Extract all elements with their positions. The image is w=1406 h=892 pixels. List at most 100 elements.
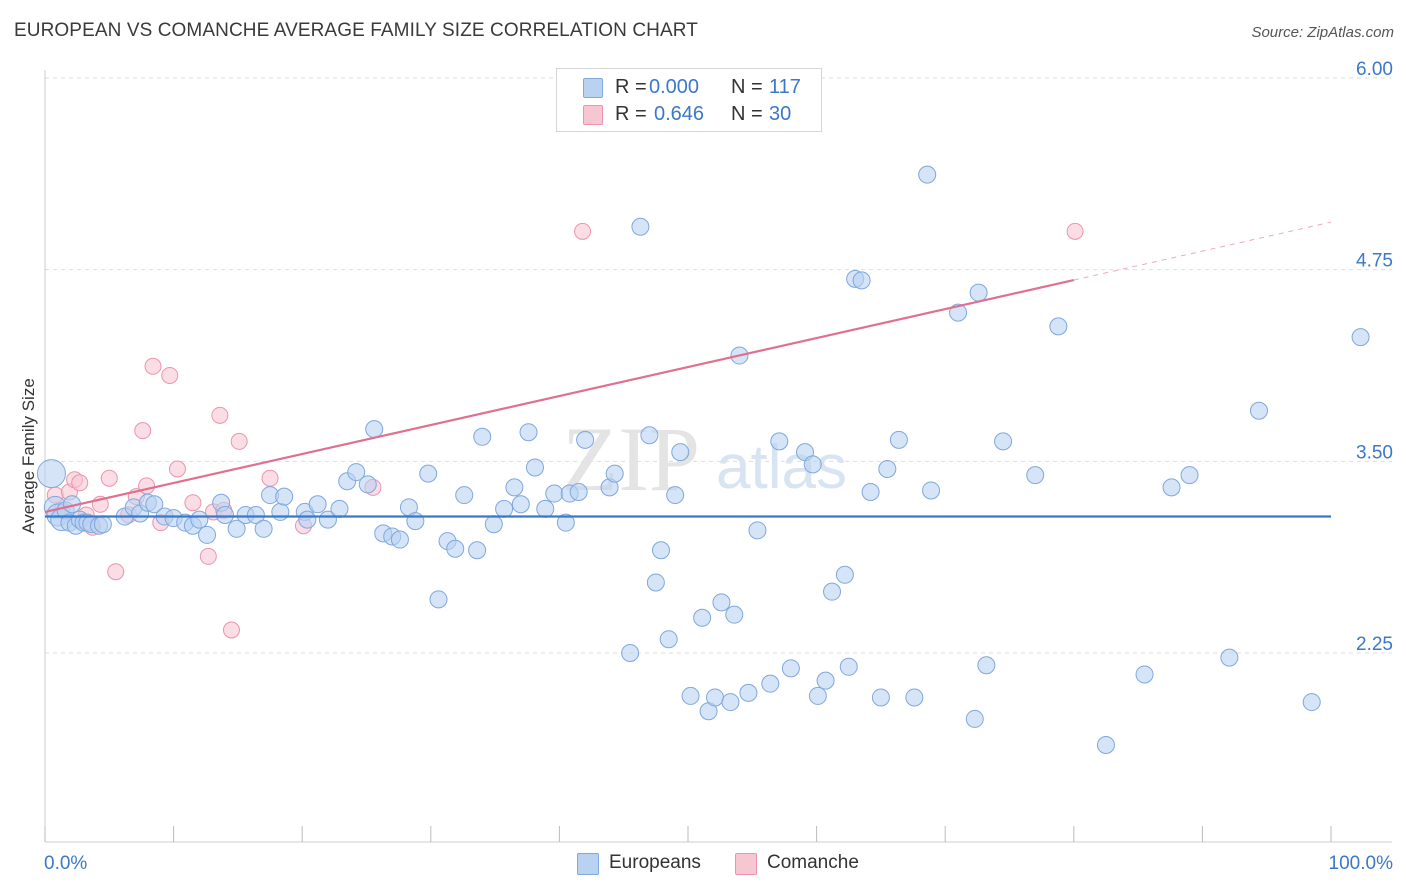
legend-row-comanche: R = 0.646 N = 30 [557,102,821,128]
comanche-legend-label: Comanche [767,852,859,873]
y-tick-label: 6.00 [1356,59,1393,80]
legend-n-label: N = [731,103,763,125]
europeans-point [770,432,789,451]
europeans-point [640,426,659,445]
europeans-point [721,693,740,712]
europeans-point [1220,648,1239,667]
europeans-point [605,464,624,483]
europeans-point [621,644,640,662]
comanche-point [211,406,229,424]
europeans-points [36,165,1370,754]
europeans-point [511,495,530,514]
europeans-legend-swatch [577,853,599,875]
europeans-point [198,525,217,544]
europeans-point [651,541,670,560]
europeans-point [419,464,438,483]
comanche-point [230,432,248,450]
europeans-point [878,460,897,478]
europeans-point [949,303,968,322]
europeans-point [569,483,588,501]
europeans-point [808,686,827,705]
comanche-point [107,563,125,581]
europeans-point [1162,478,1181,497]
europeans-point [852,271,871,290]
axes [44,70,1392,843]
europeans-point [1096,736,1115,754]
chart-title: EUROPEAN VS COMANCHE AVERAGE FAMILY SIZE… [14,20,698,41]
europeans-point [631,217,650,236]
europeans-point [446,539,465,558]
comanche-point [261,469,279,487]
trend-lines [44,221,1332,518]
europeans-point [861,483,880,501]
europeans-point [429,590,448,609]
comanche-swatch [583,105,603,125]
legend-row-europeans: R = 0.000 N = 117 [557,75,821,101]
legend-r-value: 0.646 [654,103,705,125]
comanche-trend-extension [1073,221,1332,281]
europeans-point [275,487,294,506]
europeans-point [781,659,800,678]
y-tick-label: 4.75 [1356,251,1393,272]
legend-r-label: R = [615,103,647,125]
europeans-point [145,495,164,514]
europeans-point [545,484,564,503]
comanche-point [168,460,186,478]
comanche-point [184,494,202,512]
europeans-point [918,165,937,184]
europeans-point [473,427,492,446]
europeans-point [505,478,524,497]
comanche-legend-swatch [735,853,757,875]
y-tick-label: 2.25 [1356,634,1393,655]
europeans-point [666,486,685,505]
europeans-point [1351,328,1370,347]
tick-labels: 2.25 3.50 4.75 6.00 0.0% 100.0% [44,59,1393,874]
europeans-point [271,502,290,521]
europeans-point [525,458,544,477]
europeans-point [536,499,555,518]
x-tick-label-max: 100.0% [1329,853,1394,874]
source-label: Source: ZipAtlas.com [1251,24,1394,41]
comanche-point [100,469,118,487]
europeans-swatch [583,78,603,98]
europeans-point [671,443,690,462]
europeans-point [922,481,941,500]
comanche-point [71,474,89,492]
europeans-legend-label: Europeans [609,852,701,873]
europeans-point [246,506,265,524]
europeans-point [1135,665,1154,684]
europeans-point [576,430,595,449]
europeans-point [646,573,665,592]
comanche-point [144,357,162,375]
comanche-point [134,422,152,440]
y-axis-label: Average Family Size [19,378,38,534]
legend-n-label: N = [731,76,763,98]
comanche-point [199,547,217,565]
europeans-point [36,459,66,489]
europeans-point [347,463,366,482]
europeans-point [468,541,487,560]
comanche-point [574,222,592,240]
europeans-point [455,486,474,505]
comanche-point [222,621,240,639]
europeans-point [308,495,327,514]
europeans-point [659,630,678,649]
y-tick-label: 3.50 [1356,442,1393,463]
europeans-point [1026,466,1045,485]
europeans-point [965,709,984,728]
legend-n-value: 117 [769,76,801,98]
europeans-point [390,530,409,549]
legend-r-value: 0.000 [649,76,700,98]
europeans-point [905,688,924,707]
europeans-point [227,519,246,538]
europeans-point [994,432,1013,451]
europeans-point [318,510,337,529]
europeans-point [254,519,273,538]
correlation-legend: R = 0.000 N = 117 R = 0.646 N = 30 [556,68,822,132]
europeans-point [871,688,890,707]
comanche-point [161,366,179,384]
europeans-point [484,515,503,534]
comanche-point [138,477,156,495]
europeans-point [725,605,744,624]
